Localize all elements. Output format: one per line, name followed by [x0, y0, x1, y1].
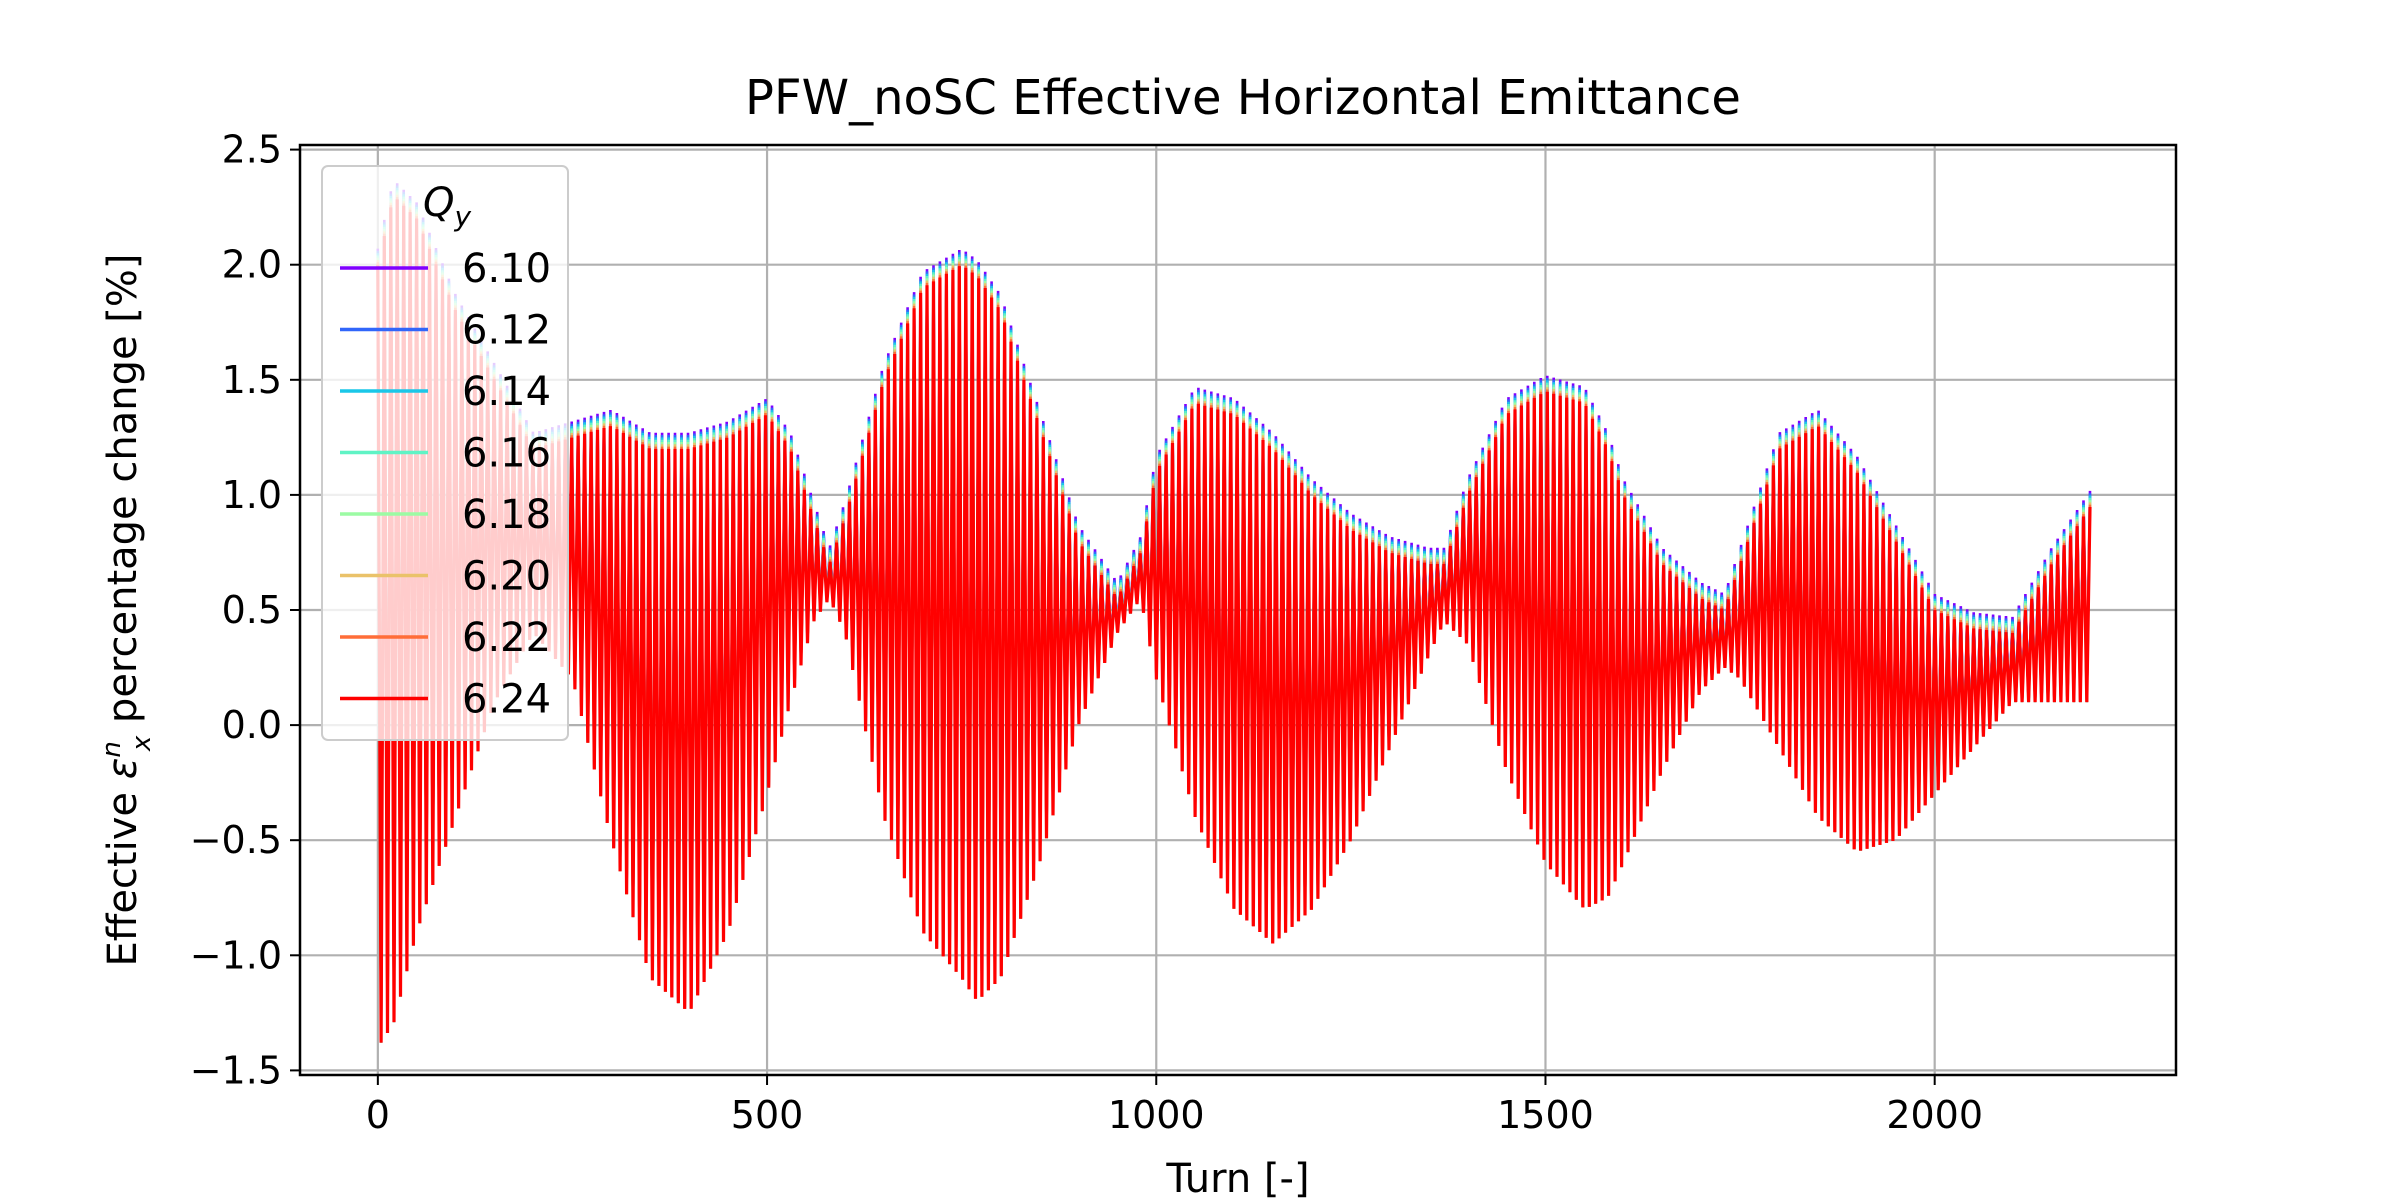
- legend-label: 6.14: [462, 369, 551, 415]
- legend-title: Qy: [423, 180, 471, 233]
- legend-label: 6.16: [462, 431, 551, 477]
- legend-label: 6.12: [462, 308, 551, 354]
- y-axis-label: Effective εnx percentage change [%]: [97, 253, 157, 966]
- legend-item: 6.18: [340, 492, 551, 538]
- chart-title: PFW_noSC Effective Horizontal Emittance: [745, 70, 1741, 126]
- legend-label: 6.22: [462, 615, 551, 661]
- x-tick-label: 1000: [1108, 1093, 1205, 1137]
- legend-title-main: Q: [423, 180, 454, 226]
- x-tick-label: 500: [731, 1093, 804, 1137]
- y-axis-label-superscript: n: [97, 741, 127, 757]
- y-axis-label-subscript: x: [127, 735, 157, 752]
- legend-item: 6.20: [340, 554, 551, 600]
- legend-item: 6.12: [340, 308, 551, 354]
- ticks-layer: 0 500 1000 1500 2000 −1.5 −1.0 −0.5 0.0 0.5 1.0 1.5…: [190, 128, 1983, 1137]
- legend-item: 6.24: [340, 677, 551, 723]
- y-tick-label: 0.0: [222, 703, 282, 747]
- y-tick-label: 0.5: [222, 588, 282, 632]
- legend: Qy 6.10 6.12 6.14 6.16 6.18 6.20 6.22 6.24: [321, 165, 569, 741]
- y-axis-label-suffix: percentage change [%]: [100, 253, 146, 735]
- legend-title-subscript: y: [453, 200, 471, 233]
- x-axis-label: Turn [-]: [1165, 1156, 1309, 1200]
- y-axis-label-symbol: ε: [100, 758, 146, 780]
- y-tick-label: −0.5: [190, 818, 282, 862]
- series-layer: [376, 183, 2092, 1043]
- legend-label: 6.18: [462, 492, 551, 538]
- legend-item: 6.16: [340, 431, 551, 477]
- legend-item: 6.14: [340, 369, 551, 415]
- x-tick-label: 1500: [1497, 1093, 1594, 1137]
- x-tick-label: 2000: [1886, 1093, 1983, 1137]
- series-line-6-24: [376, 199, 2092, 1043]
- legend-label: 6.20: [462, 554, 551, 600]
- y-axis-label-prefix: Effective: [100, 779, 146, 966]
- y-tick-label: 2.0: [222, 243, 282, 287]
- legend-label: 6.10: [462, 246, 551, 292]
- legend-item: 6.22: [340, 615, 551, 661]
- y-tick-label: 1.0: [222, 473, 282, 517]
- y-tick-label: −1.5: [190, 1048, 282, 1092]
- x-tick-label: 0: [366, 1093, 390, 1137]
- y-tick-label: −1.0: [190, 933, 282, 977]
- legend-box: [321, 165, 569, 741]
- legend-items: 6.10 6.12 6.14 6.16 6.18 6.20 6.22 6.24: [340, 246, 551, 723]
- y-tick-label: 1.5: [222, 358, 282, 402]
- legend-label: 6.24: [462, 677, 551, 723]
- legend-item: 6.10: [340, 246, 551, 292]
- y-tick-label: 2.5: [222, 128, 282, 172]
